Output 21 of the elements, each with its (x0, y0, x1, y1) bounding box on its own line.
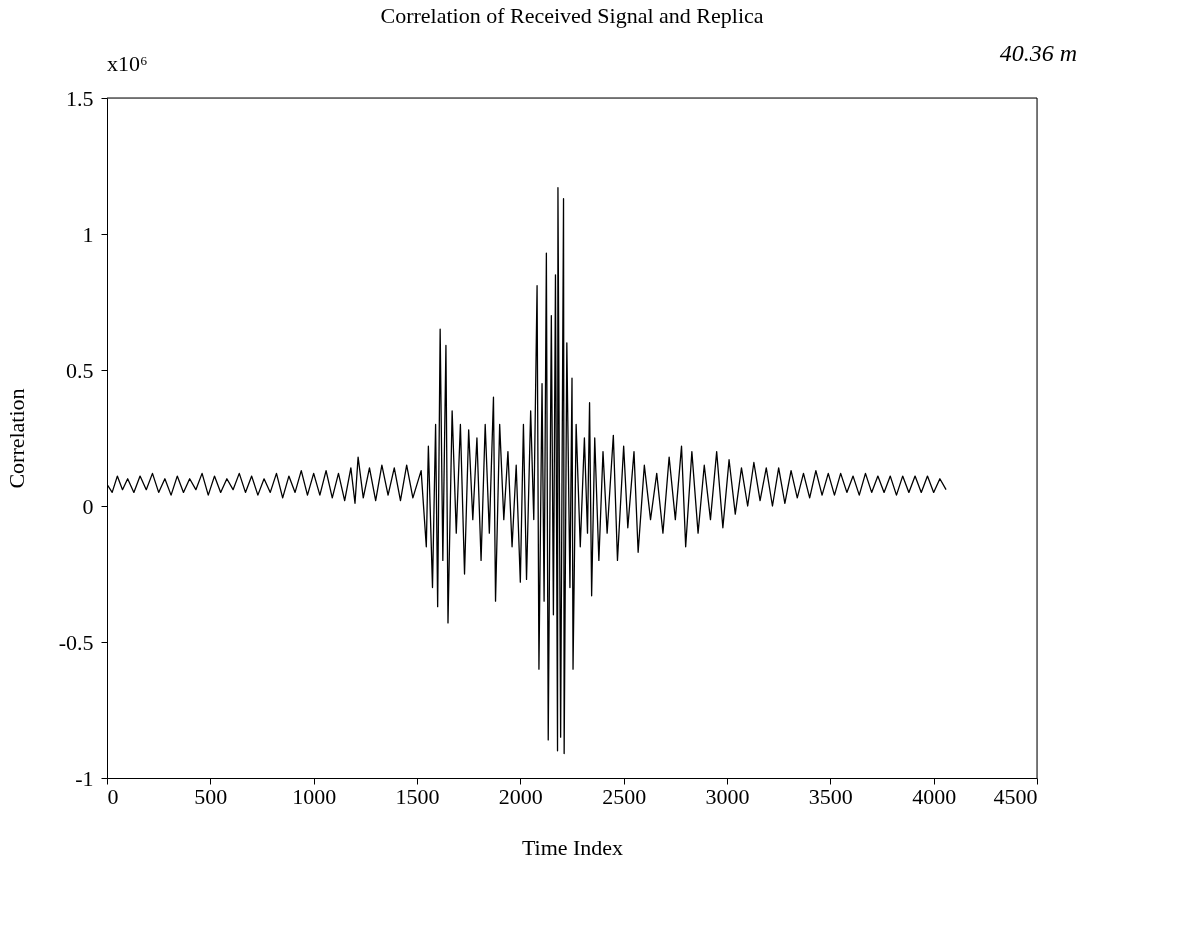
x-tick-label: 4000 (912, 783, 957, 809)
y-tick-label: 1.5 (66, 85, 94, 111)
text: x10⁶ (107, 51, 148, 76)
text: 40.36 m (999, 40, 1077, 66)
x-tick-label: 1000 (292, 783, 337, 809)
chart-title: Correlation of Received Signal and Replica (380, 3, 764, 28)
x-tick-label: 3500 (808, 783, 853, 809)
x-tick-label: 3000 (705, 783, 750, 809)
y-tick-label: 1 (82, 221, 94, 247)
x-axis-title: Time Index (521, 834, 624, 860)
x-tick-label: 2000 (498, 783, 543, 809)
x-tick-label: 0 (107, 783, 119, 809)
x-tick-label: 1500 (395, 783, 440, 809)
y-tick-label: 0 (82, 493, 94, 519)
x-tick-label: 500 (194, 783, 228, 809)
y-axis-title: Correlation (3, 388, 29, 489)
x-tick-label: 4500 (993, 783, 1038, 809)
y-tick-label: -1 (75, 765, 94, 791)
y-tick-label: 0.5 (66, 357, 94, 383)
y-tick-label: -0.5 (58, 629, 94, 655)
x-tick-label: 2500 (602, 783, 647, 809)
